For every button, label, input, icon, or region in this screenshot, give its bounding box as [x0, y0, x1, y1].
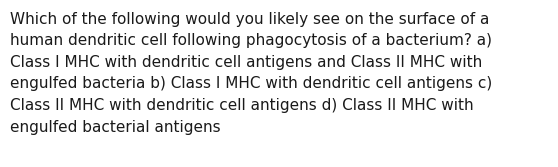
Text: Which of the following would you likely see on the surface of a
human dendritic : Which of the following would you likely …	[10, 12, 492, 135]
